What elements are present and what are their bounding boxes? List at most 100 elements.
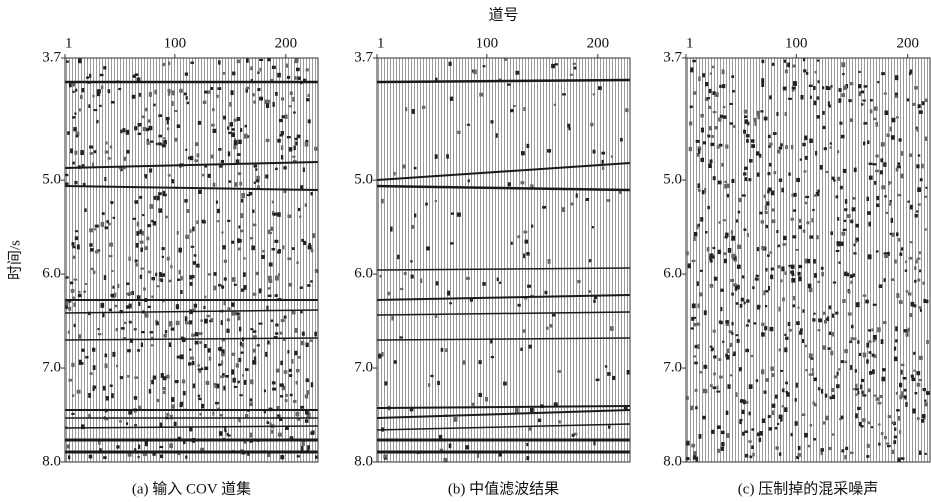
noise-wiggle (891, 449, 895, 455)
noise-wiggle (866, 196, 869, 201)
noise-wiggle (909, 69, 913, 74)
noise-wiggle (448, 61, 452, 66)
noise-wiggle (194, 142, 199, 147)
noise-wiggle (721, 162, 724, 167)
noise-wiggle (727, 384, 731, 389)
noise-wiggle (816, 235, 819, 240)
noise-wiggle (542, 205, 547, 209)
noise-wiggle (65, 276, 69, 279)
noise-wiggle (775, 394, 778, 399)
noise-wiggle (71, 82, 76, 87)
noise-wiggle (756, 110, 760, 116)
noise-wiggle (891, 232, 895, 237)
noise-wiggle (498, 451, 502, 457)
noise-wiggle (450, 242, 454, 245)
noise-wiggle (725, 323, 729, 326)
noise-wiggle (177, 436, 182, 439)
noise-wiggle (791, 193, 795, 197)
noise-wiggle (66, 444, 70, 449)
noise-wiggle (917, 104, 921, 109)
noise-wiggle (295, 58, 299, 63)
noise-wiggle (131, 94, 136, 99)
noise-wiggle (198, 397, 202, 401)
noise-wiggle (726, 183, 730, 189)
noise-wiggle (72, 161, 75, 165)
noise-wiggle (299, 215, 302, 218)
noise-wiggle (239, 181, 243, 186)
noise-wiggle (250, 379, 254, 385)
noise-wiggle (142, 214, 145, 217)
noise-wiggle (898, 238, 901, 242)
noise-wiggle (776, 112, 779, 117)
noise-wiggle (250, 66, 253, 71)
noise-wiggle (65, 182, 69, 185)
noise-wiggle (73, 302, 76, 307)
noise-wiggle (598, 86, 602, 90)
noise-wiggle (897, 457, 901, 462)
noise-wiggle (843, 219, 847, 223)
noise-wiggle (271, 200, 274, 204)
noise-wiggle (123, 156, 127, 161)
noise-wiggle (233, 118, 237, 122)
noise-wiggle (180, 290, 183, 294)
noise-wiggle (872, 163, 877, 166)
noise-wiggle (791, 144, 794, 150)
noise-wiggle (159, 422, 163, 427)
noise-wiggle (221, 360, 224, 365)
noise-wiggle (422, 105, 426, 109)
noise-wiggle (906, 98, 910, 102)
noise-wiggle (246, 194, 251, 197)
noise-wiggle (219, 413, 224, 417)
noise-wiggle (895, 92, 899, 97)
noise-wiggle (551, 63, 555, 69)
y-tick-label: 8.0 (663, 453, 682, 469)
noise-wiggle (913, 304, 917, 308)
noise-wiggle (96, 119, 99, 124)
noise-wiggle (895, 339, 898, 343)
noise-wiggle (282, 338, 287, 341)
noise-wiggle (803, 58, 806, 62)
noise-wiggle (853, 388, 856, 391)
noise-wiggle (843, 85, 847, 90)
noise-wiggle (721, 69, 725, 75)
noise-wiggle (198, 332, 203, 336)
noise-wiggle (296, 67, 300, 72)
noise-wiggle (760, 110, 764, 113)
noise-wiggle (756, 247, 760, 252)
noise-wiggle (74, 230, 79, 233)
noise-wiggle (570, 202, 574, 206)
noise-wiggle (844, 349, 848, 354)
noise-wiggle (189, 229, 192, 233)
noise-wiggle (99, 448, 102, 452)
noise-wiggle (228, 180, 232, 183)
noise-wiggle (105, 396, 110, 401)
noise-wiggle (862, 352, 867, 358)
noise-wiggle (925, 98, 928, 103)
noise-wiggle (786, 62, 789, 67)
noise-wiggle (244, 133, 248, 139)
noise-wiggle (872, 338, 876, 343)
noise-wiggle (686, 440, 690, 446)
noise-wiggle (876, 203, 880, 208)
noise-wiggle (752, 286, 755, 290)
noise-wiggle (881, 72, 885, 76)
noise-wiggle (717, 180, 722, 185)
noise-wiggle (709, 253, 714, 257)
noise-wiggle (725, 320, 729, 324)
noise-wiggle (192, 383, 196, 389)
noise-wiggle (585, 198, 590, 201)
noise-wiggle (711, 65, 715, 69)
noise-wiggle (710, 142, 715, 147)
noise-wiggle (217, 347, 222, 351)
noise-wiggle (237, 238, 240, 243)
noise-wiggle (827, 101, 830, 107)
noise-wiggle (200, 319, 203, 322)
noise-wiggle (756, 172, 760, 177)
noise-wiggle (189, 155, 194, 161)
noise-wiggle (299, 286, 303, 289)
noise-wiggle (770, 366, 774, 371)
noise-wiggle (883, 162, 887, 167)
noise-wiggle (72, 394, 75, 398)
noise-wiggle (72, 245, 76, 249)
noise-wiggle (183, 92, 187, 96)
